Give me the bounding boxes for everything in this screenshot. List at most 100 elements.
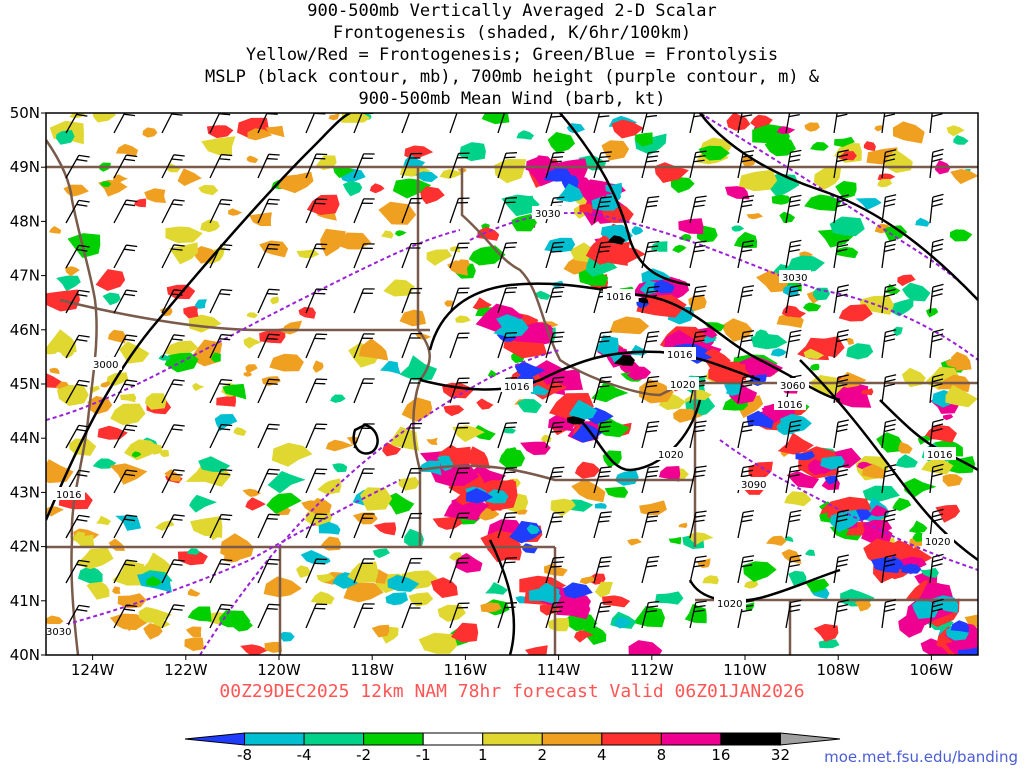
- shade-cell: [702, 575, 719, 585]
- wind-barb: [833, 464, 849, 494]
- colorbar-tick-label: 32: [771, 746, 790, 764]
- lat-label: 40N: [10, 646, 40, 664]
- shade-cell: [892, 121, 925, 144]
- shade-cell: [177, 551, 208, 566]
- shade-cell: [845, 337, 854, 345]
- wind-barb: [305, 558, 328, 584]
- wind-barb: [449, 197, 470, 224]
- wind-barb: [881, 329, 897, 359]
- wind-barb: [545, 331, 565, 359]
- shade-cell: [528, 587, 561, 605]
- mslp-label: 1016: [777, 400, 802, 411]
- colorbar-swatch: [184, 732, 246, 746]
- shade-cell: [451, 622, 479, 643]
- shade-cell: [595, 335, 619, 355]
- shade-cell: [219, 610, 251, 628]
- colorbar-swatch: [660, 732, 722, 746]
- wind-barb: [545, 113, 562, 134]
- shade-cell: [261, 376, 281, 386]
- lat-label: 42N: [10, 538, 40, 556]
- wind-barb: [209, 288, 233, 314]
- shade-cell: [670, 177, 695, 194]
- height-label: 3030: [782, 273, 807, 284]
- shade-cell: [543, 168, 572, 182]
- colorbar-swatch: [422, 732, 484, 746]
- shade-cell: [56, 384, 89, 406]
- lon-label: 120W: [257, 661, 301, 679]
- shade-cell: [609, 316, 650, 335]
- wind-barb: [401, 197, 423, 224]
- shade-cell: [829, 216, 865, 237]
- wind-barb: [305, 513, 328, 539]
- shade-cell: [836, 246, 859, 259]
- shade-cell: [192, 382, 205, 392]
- state-borders: [46, 139, 978, 655]
- wind-barb: [785, 194, 802, 224]
- shade-cell: [611, 119, 644, 139]
- shade-cell: [296, 249, 320, 259]
- wind-barb: [833, 284, 849, 314]
- shade-cell: [183, 305, 199, 319]
- shade-cell: [245, 497, 266, 511]
- shade-cell: [678, 522, 688, 528]
- wind-barb: [401, 602, 423, 629]
- shade-cell: [190, 516, 223, 538]
- wind-barb: [497, 422, 517, 449]
- shade-cell: [455, 315, 471, 323]
- source-url[interactable]: moe.met.fsu.edu/banding: [824, 748, 1018, 766]
- wind-barb: [545, 421, 565, 449]
- shade-cell: [115, 515, 142, 531]
- wind-barb: [545, 241, 565, 269]
- shade-cell: [420, 186, 445, 205]
- shade-cell: [795, 450, 816, 461]
- shade-cell: [443, 405, 465, 417]
- wind-barb: [401, 113, 421, 134]
- wind-barb: [881, 149, 897, 179]
- shade-cell: [358, 338, 389, 361]
- shade-cell: [804, 578, 830, 593]
- wind-barb: [497, 287, 517, 314]
- shade-cell: [56, 130, 75, 145]
- wind-barb: [401, 287, 423, 314]
- colorbar-tick-label: -1: [416, 746, 431, 764]
- shade-cell: [953, 135, 969, 145]
- shade-cell: [535, 290, 551, 300]
- mslp-label: 1016: [504, 382, 529, 393]
- colorbar-swatch: [541, 732, 603, 746]
- wind-barb: [641, 465, 660, 494]
- shade-cell: [813, 623, 839, 642]
- colorbar-tick-label: 4: [597, 746, 607, 764]
- height-contour-3090: [719, 439, 978, 571]
- shade-cell: [777, 432, 814, 455]
- shade-cell: [48, 226, 62, 234]
- shade-cell: [698, 145, 730, 161]
- wind-barb: [881, 509, 897, 539]
- shade-cell: [385, 592, 408, 606]
- shade-cell: [306, 194, 340, 215]
- shade-cell: [861, 463, 887, 479]
- wind-barb: [929, 283, 944, 314]
- wind-barb: [161, 424, 185, 449]
- shade-cell: [787, 255, 825, 273]
- wind-barb: [257, 558, 280, 584]
- lat-label: 50N: [10, 104, 40, 122]
- colorbar-tick-label: -8: [237, 746, 252, 764]
- wind-barb: [833, 554, 849, 584]
- shade-cell: [738, 169, 778, 192]
- mslp-label: 1020: [658, 450, 683, 461]
- wind-barb: [305, 153, 328, 179]
- shade-cell: [651, 241, 668, 252]
- title-line-4: MSLP (black contour, mb), 700mb height (…: [204, 67, 820, 87]
- shade-cell: [333, 166, 355, 179]
- shade-cell: [804, 549, 816, 556]
- shade-cell: [901, 563, 922, 574]
- wind-barb: [161, 559, 185, 584]
- lat-label: 47N: [10, 267, 40, 285]
- colorbar-swatch: [363, 732, 424, 746]
- shade-cell: [750, 333, 788, 350]
- shade-cell: [200, 219, 220, 233]
- shade-cell: [169, 242, 198, 265]
- shade-cell: [942, 474, 963, 487]
- wind-barb: [209, 468, 233, 494]
- shade-cell: [530, 385, 549, 396]
